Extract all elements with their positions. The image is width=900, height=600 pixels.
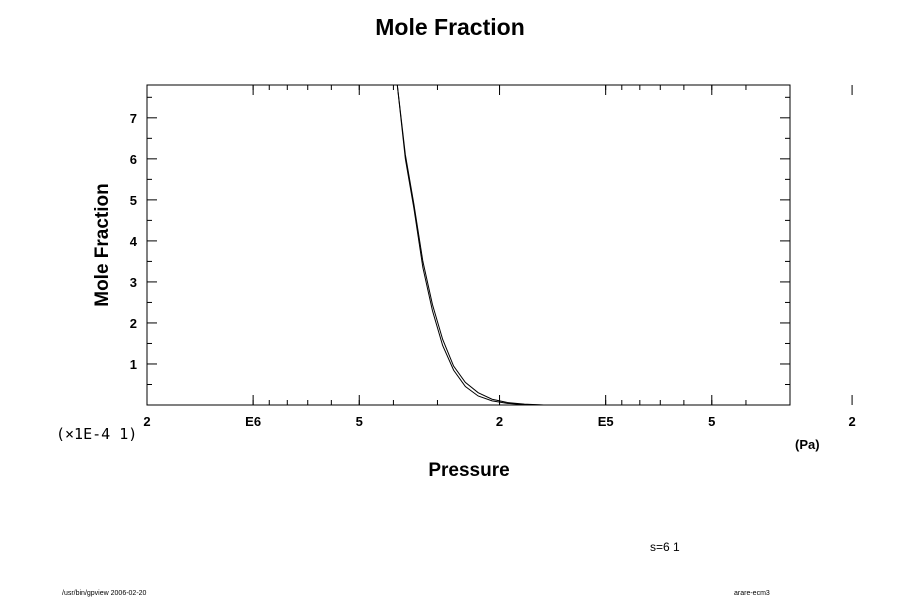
- series-line-2: [396, 84, 544, 406]
- x-tick-label: 5: [356, 414, 363, 429]
- y-axis-label: Mole Fraction: [92, 183, 113, 307]
- y-tick-label: 4: [130, 234, 138, 249]
- run-label: s=6 1: [650, 540, 680, 554]
- y-scale-note: (×1E-4 1): [56, 425, 138, 443]
- y-tick-label: 3: [130, 275, 137, 290]
- tick-layer: 2 E6 5 2 E5 5 2 1 2 3 4 5 6 7: [130, 85, 856, 429]
- plot-frame: [146, 84, 791, 406]
- x-axis-label: Pressure: [428, 460, 510, 481]
- chart-title: Mole Fraction: [375, 14, 525, 40]
- x-tick-label: 5: [708, 414, 715, 429]
- footer-command: /usr/bin/gpview 2006-02-20: [62, 590, 147, 597]
- y-tick-label: 5: [130, 193, 137, 208]
- footer-id: arare-ecm3: [734, 590, 770, 597]
- x-tick-label: E5: [598, 414, 614, 429]
- x-tick-label: 2: [143, 414, 150, 429]
- y-tick-label: 6: [130, 152, 137, 167]
- x-tick-label: 2: [496, 414, 503, 429]
- y-tick-label: 1: [130, 357, 137, 372]
- x-tick-label: 2: [848, 414, 855, 429]
- y-tick-label: 2: [130, 316, 137, 331]
- series-line-1: [396, 84, 544, 406]
- y-tick-label: 7: [130, 111, 137, 126]
- x-tick-label: E6: [245, 414, 261, 429]
- series-layer: [396, 84, 544, 406]
- x-unit-label: (Pa): [795, 437, 820, 452]
